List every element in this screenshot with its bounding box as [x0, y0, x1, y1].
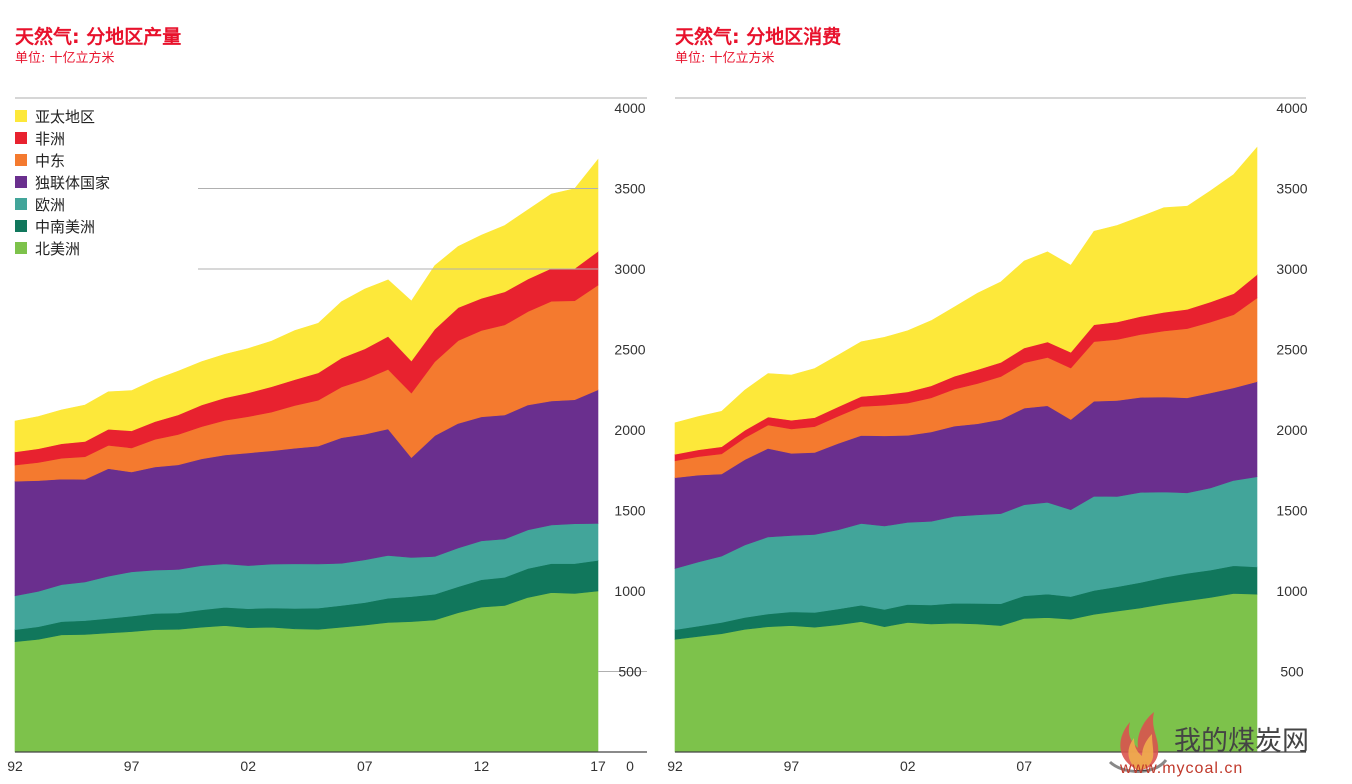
legend-swatch-north-america — [15, 242, 27, 254]
x-tick-label: 97 — [124, 758, 140, 774]
watermark-name: 我的煤炭网 — [1174, 726, 1309, 757]
legend-label-asia-pacific: 亚太地区 — [35, 108, 95, 126]
x-tick-label: 17 — [590, 758, 606, 774]
y-tick-label: 3500 — [1276, 181, 1307, 197]
x-tick-label: 92 — [7, 758, 23, 774]
legend-label-europe: 欧洲 — [35, 196, 65, 214]
x-tick-label: 92 — [667, 758, 683, 774]
watermark-url: www.mycoal.cn — [1119, 760, 1243, 777]
consumption-chart-title: 天然气: 分地区消费 — [675, 25, 841, 48]
y-tick-label: 1000 — [614, 583, 645, 599]
y-tick-label: 4000 — [614, 100, 645, 116]
consumption-chart-subtitle: 单位: 十亿立方米 — [675, 50, 775, 66]
area-asia-pacific — [674, 146, 1258, 455]
y-tick-label: 1500 — [614, 503, 645, 519]
area-layers — [14, 158, 599, 753]
production-chart-title: 天然气: 分地区产量 — [15, 25, 181, 48]
y-tick-label: 0 — [626, 758, 634, 774]
area-asia-pacific — [14, 158, 599, 453]
legend-swatch-asia-pacific — [15, 110, 27, 122]
watermark-flame-logo — [1108, 712, 1168, 773]
y-tick-label: 2000 — [614, 422, 645, 438]
x-tick-label: 07 — [357, 758, 373, 774]
legend-label-cis: 独联体国家 — [35, 174, 110, 192]
legend-swatch-cis — [15, 176, 27, 188]
area-layers — [674, 146, 1258, 753]
production-chart: 天然气: 分地区产量 单位: 十亿立方米 0 500 1000 1500 2000 250… — [7, 25, 647, 774]
x-tick-label: 97 — [784, 758, 800, 774]
legend-label-middle-east: 中东 — [35, 152, 65, 170]
y-tick-label: 500 — [1280, 664, 1304, 680]
watermark: 我的煤炭网 www.mycoal.cn — [1108, 712, 1309, 777]
x-tick-label: 02 — [240, 758, 256, 774]
legend-swatch-europe — [15, 198, 27, 210]
y-tick-label: 2000 — [1276, 422, 1307, 438]
legend-swatch-middle-east — [15, 154, 27, 166]
legend-label-north-america: 北美洲 — [35, 240, 80, 258]
y-tick-label: 1000 — [1276, 583, 1307, 599]
y-tick-label: 500 — [618, 664, 642, 680]
y-tick-label: 3000 — [614, 261, 645, 277]
x-tick-label: 07 — [1016, 758, 1032, 774]
y-tick-label: 4000 — [1276, 100, 1307, 116]
legend-swatch-africa — [15, 132, 27, 144]
legend-label-south-central-america: 中南美洲 — [35, 218, 95, 236]
x-tick-label: 12 — [474, 758, 490, 774]
y-tick-label: 2500 — [614, 342, 645, 358]
y-tick-label: 1500 — [1276, 503, 1307, 519]
legend-label-africa: 非洲 — [35, 130, 65, 148]
y-tick-label: 3000 — [1276, 261, 1307, 277]
legend-swatch-south-central-america — [15, 220, 27, 232]
production-chart-subtitle: 单位: 十亿立方米 — [15, 50, 115, 66]
y-tick-label: 2500 — [1276, 342, 1307, 358]
x-tick-label: 02 — [900, 758, 916, 774]
consumption-chart: 天然气: 分地区消费 单位: 十亿立方米 500 1000 1500 2000 2500… — [667, 25, 1308, 774]
y-tick-label: 3500 — [614, 181, 645, 197]
